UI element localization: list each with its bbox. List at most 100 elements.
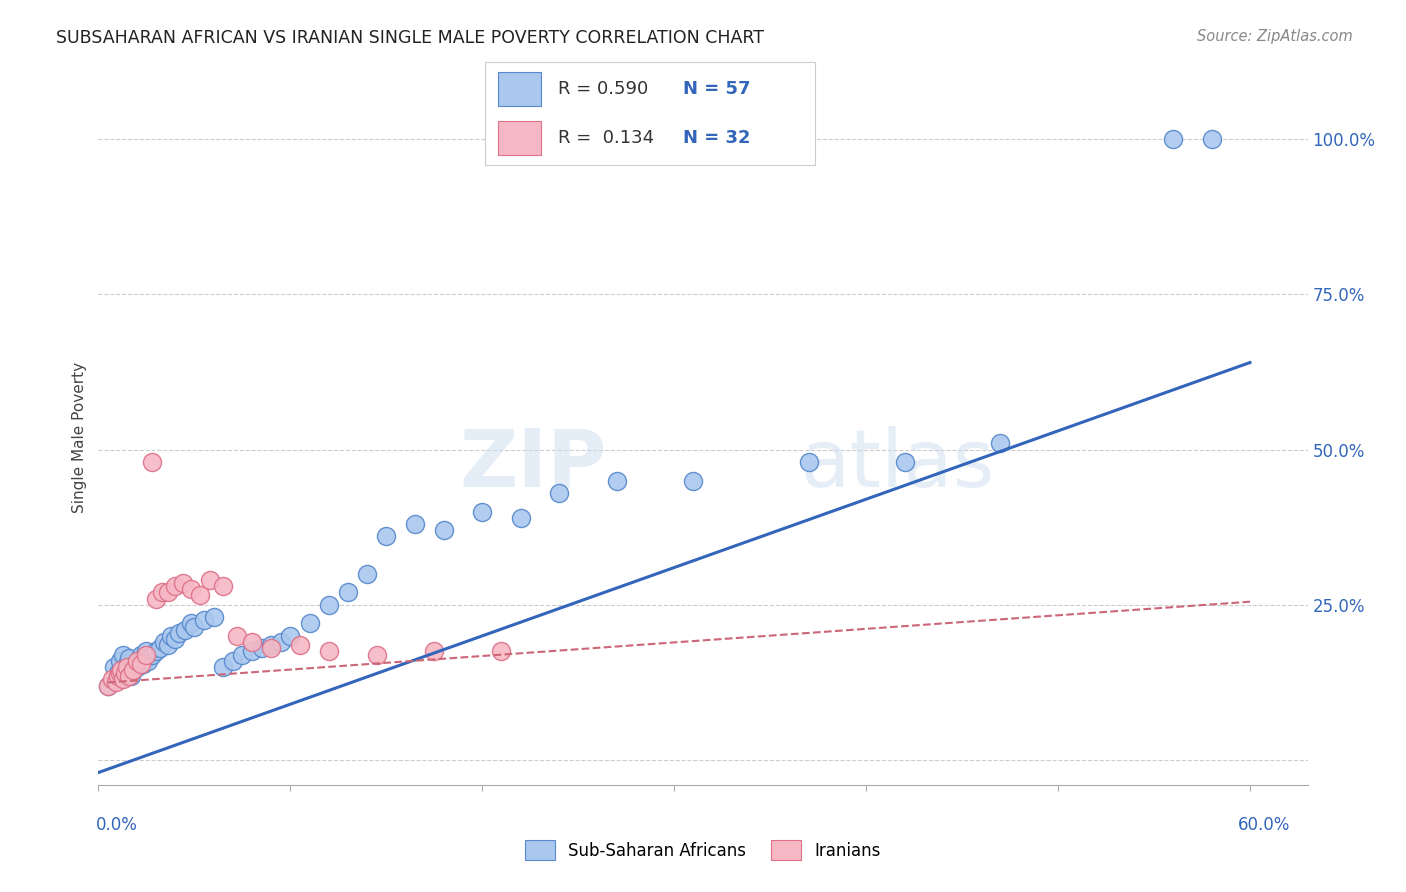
FancyBboxPatch shape — [485, 62, 815, 165]
Point — [225, 629, 247, 643]
Y-axis label: Single Male Poverty: Single Male Poverty — [72, 361, 87, 513]
Point — [990, 436, 1012, 450]
Point — [298, 616, 321, 631]
Point — [110, 663, 132, 677]
Point — [509, 511, 531, 525]
Point — [1161, 132, 1184, 146]
Point — [97, 679, 120, 693]
Point — [141, 648, 163, 662]
Point — [366, 648, 388, 662]
Point — [101, 673, 124, 687]
Point — [128, 654, 150, 668]
Point — [156, 638, 179, 652]
Point — [404, 516, 426, 531]
Point — [180, 582, 202, 597]
Text: ZIP: ZIP — [458, 425, 606, 504]
Point — [114, 663, 136, 677]
Point — [183, 619, 205, 633]
Point — [149, 641, 172, 656]
Point — [260, 638, 283, 652]
Point — [136, 654, 159, 668]
Point — [167, 625, 190, 640]
Point — [173, 623, 195, 637]
Point — [118, 669, 141, 683]
Point — [112, 673, 135, 687]
Point — [198, 573, 221, 587]
Point — [108, 654, 131, 668]
Point — [165, 632, 187, 646]
Point — [548, 486, 571, 500]
Point — [260, 641, 283, 656]
Point — [122, 663, 145, 677]
Point — [188, 589, 211, 603]
Point — [318, 644, 340, 658]
Point — [1201, 132, 1223, 146]
Text: Source: ZipAtlas.com: Source: ZipAtlas.com — [1197, 29, 1353, 44]
Point — [122, 663, 145, 677]
Point — [193, 613, 215, 627]
Point — [118, 650, 141, 665]
FancyBboxPatch shape — [498, 71, 541, 105]
Point — [202, 610, 225, 624]
Point — [134, 650, 156, 665]
Legend: Sub-Saharan Africans, Iranians: Sub-Saharan Africans, Iranians — [519, 833, 887, 867]
Point — [160, 629, 183, 643]
Point — [129, 648, 152, 662]
Point — [336, 585, 359, 599]
Point — [120, 669, 142, 683]
Text: R =  0.134: R = 0.134 — [558, 128, 654, 147]
Point — [797, 455, 820, 469]
Point — [129, 657, 152, 671]
Point — [110, 673, 132, 687]
Point — [471, 505, 494, 519]
Point — [108, 666, 131, 681]
Point — [423, 644, 446, 658]
Point — [375, 529, 398, 543]
Point — [240, 644, 263, 658]
Text: 0.0%: 0.0% — [96, 816, 138, 834]
Point — [145, 591, 167, 606]
Point — [125, 660, 148, 674]
Point — [103, 660, 125, 674]
Text: SUBSAHARAN AFRICAN VS IRANIAN SINGLE MALE POVERTY CORRELATION CHART: SUBSAHARAN AFRICAN VS IRANIAN SINGLE MAL… — [56, 29, 765, 46]
Point — [318, 598, 340, 612]
Text: N = 57: N = 57 — [683, 79, 751, 97]
Point — [270, 635, 292, 649]
Point — [212, 579, 235, 593]
Point — [288, 638, 311, 652]
Point — [893, 455, 915, 469]
Point — [135, 644, 157, 658]
Point — [150, 585, 173, 599]
Point — [180, 616, 202, 631]
Point — [165, 579, 187, 593]
Point — [114, 666, 136, 681]
Point — [433, 523, 456, 537]
Text: R = 0.590: R = 0.590 — [558, 79, 648, 97]
Point — [97, 679, 120, 693]
Point — [145, 644, 167, 658]
Point — [212, 660, 235, 674]
Point — [250, 641, 273, 656]
Point — [222, 654, 245, 668]
FancyBboxPatch shape — [498, 121, 541, 155]
Point — [104, 675, 127, 690]
Text: 60.0%: 60.0% — [1239, 816, 1291, 834]
Point — [131, 657, 153, 671]
Point — [141, 455, 163, 469]
Point — [606, 474, 628, 488]
Point — [172, 576, 194, 591]
Point — [240, 635, 263, 649]
Point — [280, 629, 302, 643]
Text: N = 32: N = 32 — [683, 128, 751, 147]
Point — [156, 585, 179, 599]
Point — [356, 566, 378, 581]
Point — [107, 666, 129, 681]
Point — [115, 657, 138, 671]
Point — [125, 654, 148, 668]
Point — [231, 648, 253, 662]
Point — [491, 644, 513, 658]
Point — [115, 660, 138, 674]
Point — [682, 474, 704, 488]
Point — [107, 669, 129, 683]
Point — [152, 635, 174, 649]
